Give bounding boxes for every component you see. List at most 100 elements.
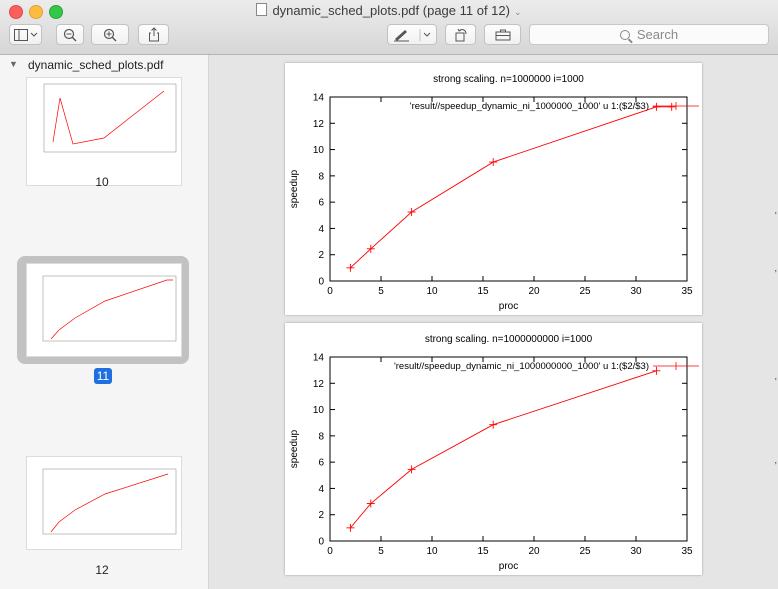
y-tick-label: 8 [318,171,324,182]
thumbnail-10-image [43,83,177,153]
x-tick-label: 0 [327,546,333,557]
series-line [350,370,657,529]
window-title[interactable]: dynamic_sched_plots.pdf (page 11 of 12) ⌄ [0,3,778,18]
x-tick-label: 25 [579,546,591,557]
x-tick-label: 5 [378,546,384,557]
series-line [350,106,672,269]
chart-1: strong scaling. n=1000000 i=10000 5 10 15 20… [289,74,699,312]
data-point [667,102,676,111]
share-icon [148,27,159,42]
page-edge-mark: , [774,263,777,273]
thumbnail-sidebar: ▼ dynamic_sched_plots.pdf 10 11 12 [0,55,209,589]
y-tick-label: 10 [313,405,325,416]
search-field[interactable]: Search [529,24,769,45]
search-placeholder: Search [636,27,679,42]
x-tick-label: 10 [426,286,438,297]
chart-2: strong scaling. n=1000000000 i=1000 0 5 10 1… [289,334,699,572]
data-point [489,158,498,167]
x-tick-label: 20 [528,546,540,557]
close-window-button[interactable] [9,5,23,19]
y-tick-label: 14 [313,353,325,364]
pdf-page-chart-1: strong scaling. n=1000000 i=1000 0 5 10 15 20… [285,63,702,315]
x-tick-label: 15 [477,286,489,297]
y-tick-label: 2 [318,250,324,261]
x-tick-label: 5 [378,286,384,297]
plot-frame [329,356,688,542]
toolbox-button[interactable] [484,24,521,45]
window-title-text: dynamic_sched_plots.pdf (page 11 of 12) [272,3,510,18]
x-tick-label: 10 [426,546,438,557]
zoom-out-icon [63,28,77,41]
zoom-window-button[interactable] [49,5,63,19]
legend-label: 'result//speedup_dynamic_ni_1000000000_1… [394,361,649,372]
x-tick-label: 35 [681,546,693,557]
chart-title: strong scaling. n=1000000 i=1000 [433,74,584,85]
data-point [366,499,375,508]
y-tick-label: 0 [318,537,324,548]
y-tick-label: 2 [318,510,324,521]
legend-label: 'result//speedup_dynamic_ni_1000000_1000… [410,101,649,112]
thumbnail-label-10[interactable]: 10 [95,175,109,189]
y-axis-label: speedup [289,169,300,208]
title-bar: dynamic_sched_plots.pdf (page 11 of 12) ⌄… [0,0,778,55]
y-tick-label: 0 [318,277,324,288]
minimize-window-button[interactable] [29,5,43,19]
thumbnail-11-image [42,275,177,342]
x-axis-label: proc [499,561,518,572]
zoom-in-icon [103,28,117,41]
toolbox-icon [495,29,510,40]
y-tick-label: 4 [318,224,324,235]
page-edge-mark: , [774,455,777,465]
page-edge-mark: , [774,371,777,381]
data-point [407,465,416,474]
thumbnail-label-11[interactable]: 11 [94,368,112,384]
y-tick-label: 6 [318,458,324,469]
data-point [407,208,416,216]
thumbnail-12-image [42,468,177,535]
search-icon [619,29,630,40]
markup-button[interactable] [387,24,437,45]
data-point [346,523,355,532]
x-tick-label: 30 [630,546,642,557]
markup-icon [394,28,431,41]
thumbnail-page-10[interactable] [26,77,182,186]
zoom-in-button[interactable] [91,24,129,45]
sidebar-toggle-button[interactable] [9,24,42,45]
thumbnail-label-12[interactable]: 12 [95,563,109,577]
y-tick-label: 14 [313,93,325,104]
y-tick-label: 12 [313,119,325,130]
data-point [366,244,375,253]
data-point [346,263,355,272]
sidebar-document-header[interactable]: ▼ dynamic_sched_plots.pdf [0,55,208,75]
data-point [652,366,661,375]
x-tick-label: 35 [681,286,693,297]
x-tick-label: 15 [477,546,489,557]
page-edge-mark: , [774,205,777,215]
data-point [652,102,661,111]
x-axis-label: proc [499,301,518,312]
chart-title: strong scaling. n=1000000000 i=1000 [425,334,593,345]
rotate-icon [455,28,466,41]
disclosure-triangle-icon[interactable]: ▼ [9,59,18,69]
sidebar-icon [13,28,37,41]
document-view[interactable]: strong scaling. n=1000000 i=1000 0 5 10 15 20… [209,55,778,589]
y-axis-label: speedup [289,429,300,468]
thumbnail-page-12[interactable] [26,456,182,550]
pdf-page-chart-2: strong scaling. n=1000000000 i=1000 0 5 10 1… [285,323,702,575]
x-tick-label: 30 [630,286,642,297]
x-tick-label: 25 [579,286,591,297]
share-button[interactable] [138,24,169,45]
data-point [489,420,498,429]
y-tick-label: 10 [313,145,325,156]
y-tick-label: 8 [318,431,324,442]
thumbnail-page-11[interactable] [26,263,182,357]
y-tick-label: 4 [318,484,324,495]
document-icon [256,3,268,16]
rotate-button[interactable] [445,24,476,45]
y-tick-label: 12 [313,379,325,390]
chevron-down-icon: ⌄ [513,7,522,17]
x-tick-label: 0 [327,286,333,297]
zoom-out-button[interactable] [56,24,84,45]
sidebar-document-name: dynamic_sched_plots.pdf [28,58,164,72]
x-tick-label: 20 [528,286,540,297]
